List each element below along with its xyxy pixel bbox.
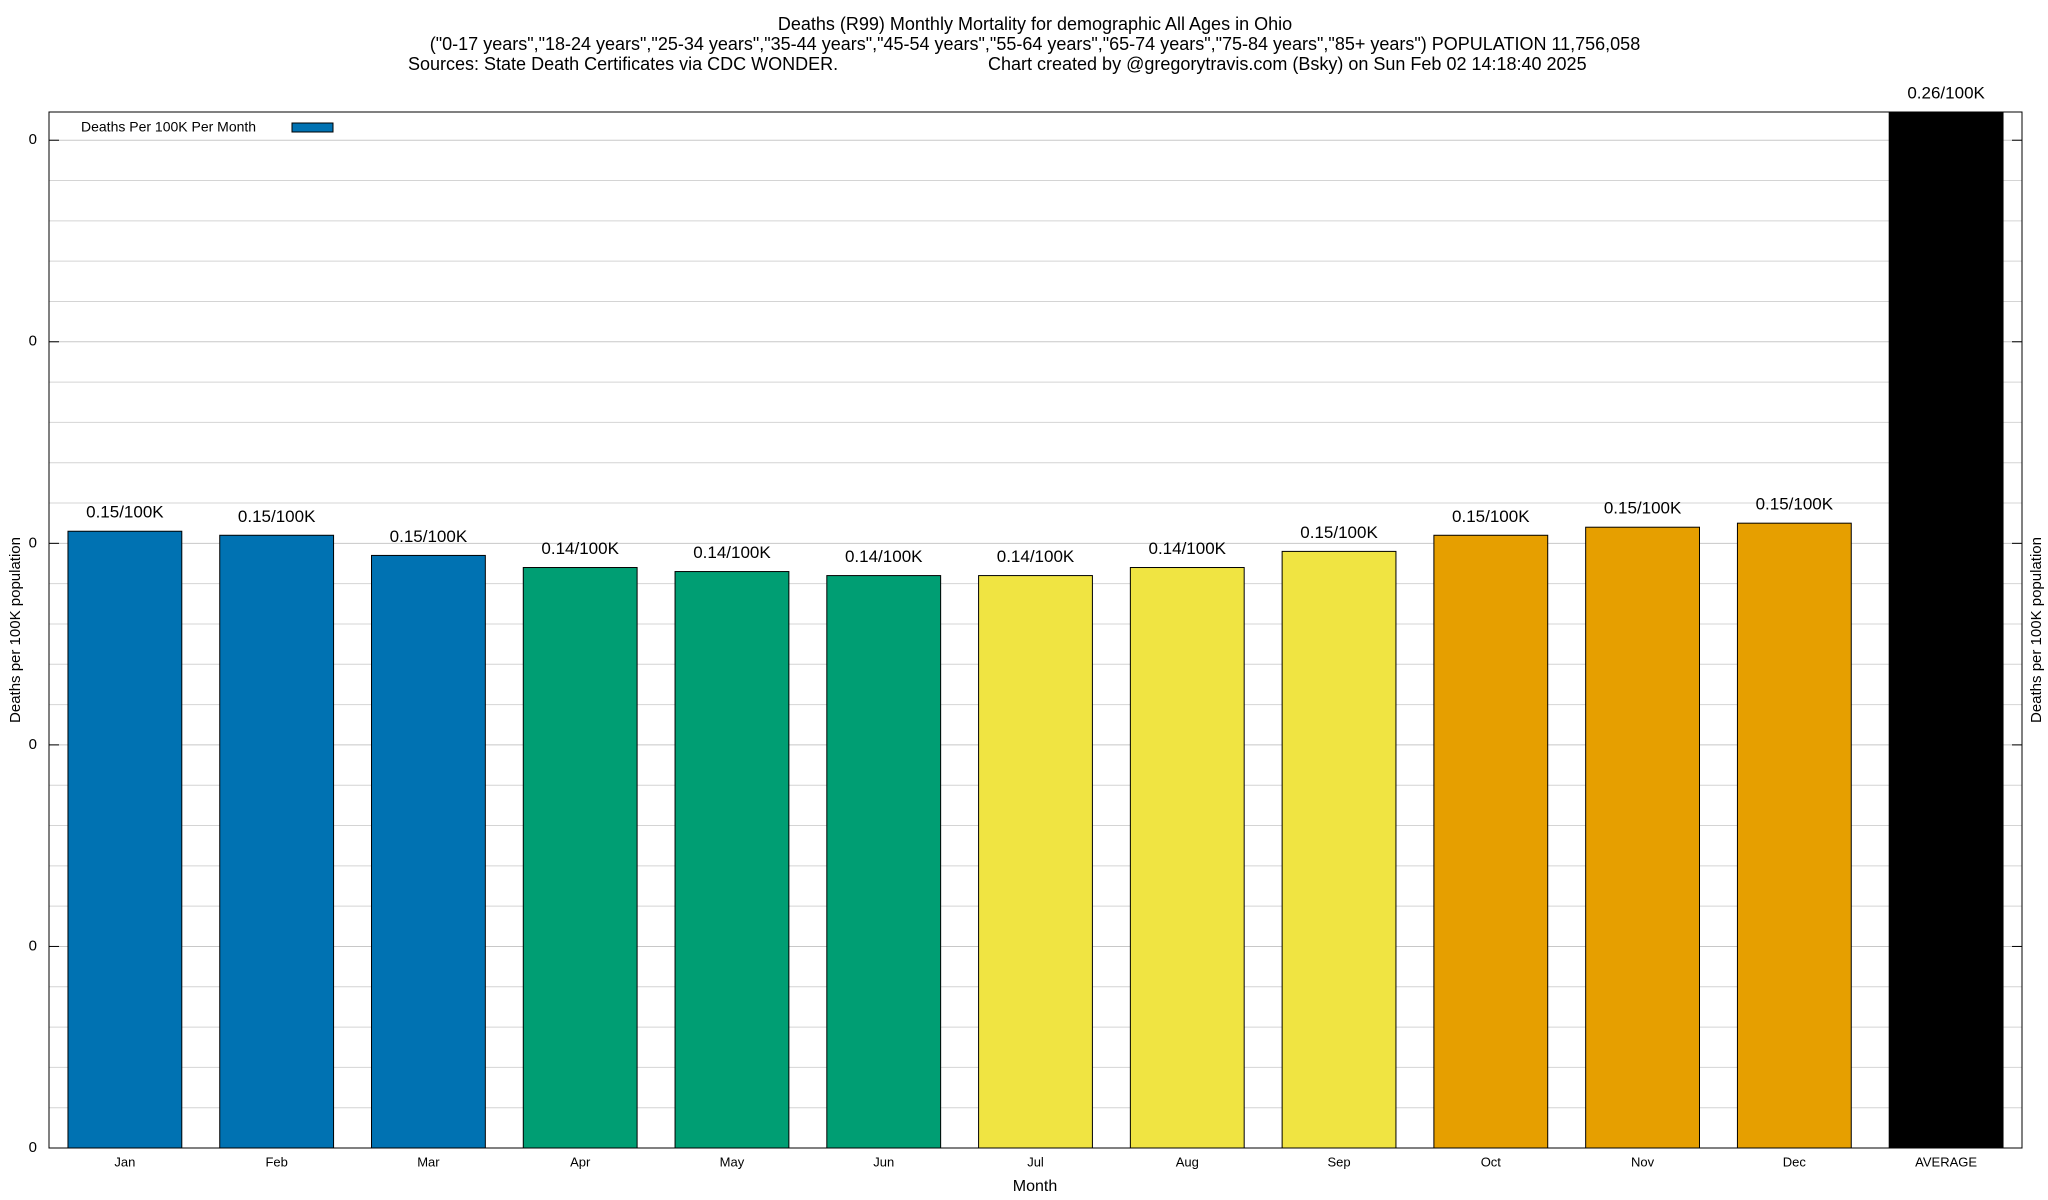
y2-axis-label: Deaths per 100K population [2028, 537, 2045, 723]
plot-frame [48, 111, 2023, 1149]
value-label: 0.14/100K [693, 543, 771, 562]
bar [1281, 550, 1397, 1148]
credit: Chart created by @gregorytravis.com (Bsk… [988, 54, 1587, 74]
sources: Sources: State Death Certificates via CD… [408, 54, 838, 74]
y-tick-label: 0 [29, 131, 37, 148]
x-tick-label: Mar [417, 1154, 440, 1169]
value-label: 0.15/100K [1300, 523, 1378, 542]
x-tick-label: Dec [1783, 1154, 1807, 1169]
y-axis-label: Deaths per 100K population [7, 537, 24, 723]
bar [67, 530, 183, 1148]
x-tick-label: Jun [873, 1154, 894, 1169]
bar [1433, 534, 1549, 1148]
value-label: 0.14/100K [541, 539, 619, 558]
x-tick-label: May [720, 1154, 745, 1169]
value-label: 0.15/100K [390, 527, 468, 546]
bar [522, 567, 638, 1148]
value-label: 0.15/100K [1452, 507, 1530, 526]
chart-subtitle: ("0-17 years","18-24 years","25-34 years… [430, 34, 1640, 54]
value-label: 0.15/100K [238, 507, 316, 526]
x-tick-label: Apr [570, 1154, 591, 1169]
x-tick-label: Oct [1481, 1154, 1502, 1169]
x-tick-label: Jan [114, 1154, 135, 1169]
value-label: 0.15/100K [1756, 495, 1834, 514]
value-label: 0.14/100K [845, 547, 923, 566]
y-tick-label: 0 [29, 937, 37, 954]
value-label: 0.14/100K [997, 547, 1075, 566]
bar [1129, 567, 1245, 1148]
value-label: 0.15/100K [86, 503, 164, 522]
x-tick-label: Jul [1027, 1154, 1044, 1169]
value-label: 0.14/100K [1149, 539, 1227, 558]
bar [1736, 522, 1852, 1148]
y-tick-label: 0 [29, 736, 37, 753]
bar [1585, 526, 1700, 1148]
y-tick-label: 0 [29, 1139, 37, 1156]
bar [1888, 112, 2004, 1148]
bar [219, 534, 335, 1148]
value-label: 0.15/100K [1604, 499, 1682, 518]
x-tick-label: Sep [1327, 1154, 1350, 1169]
bars [67, 112, 2004, 1148]
bar [826, 575, 942, 1148]
x-tick-label: Feb [265, 1154, 287, 1169]
x-tick-label: Nov [1631, 1154, 1655, 1169]
x-tick-label: AVERAGE [1915, 1154, 1977, 1169]
x-tick-label: Aug [1176, 1154, 1199, 1169]
x-axis-label: Month [1013, 1178, 1057, 1195]
labels: 0 0 0 0 0 0 Jan 0.15/100K Feb 0.15/100K Mar 0.15/10… [29, 83, 1986, 1169]
y-tick-label: 0 [29, 534, 37, 551]
chart-title: Deaths (R99) Monthly Mortality for demog… [778, 14, 1292, 34]
bar [371, 554, 486, 1148]
bar [978, 575, 1093, 1148]
legend-label: Deaths Per 100K Per Month [81, 119, 256, 135]
legend-swatch [291, 122, 334, 133]
value-label: 0.26/100K [1907, 83, 1985, 102]
y-tick-label: 0 [29, 333, 37, 350]
bar [674, 571, 790, 1148]
